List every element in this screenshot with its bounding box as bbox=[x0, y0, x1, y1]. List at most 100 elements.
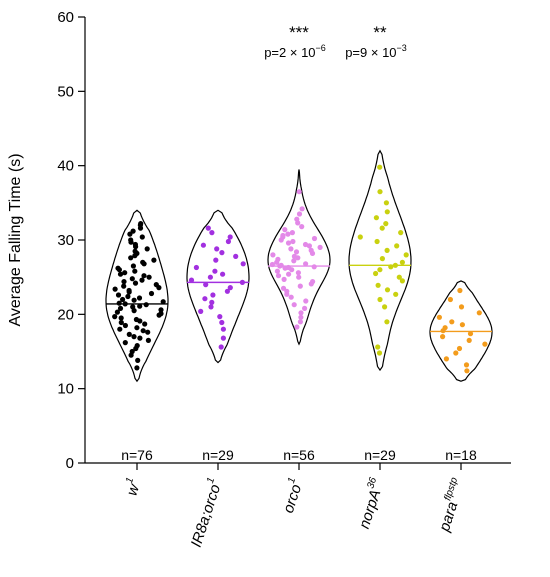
data-point bbox=[303, 261, 309, 267]
data-point bbox=[297, 319, 303, 325]
data-point bbox=[208, 304, 214, 310]
data-point bbox=[134, 325, 140, 331]
data-point bbox=[138, 221, 144, 227]
data-point bbox=[137, 335, 143, 341]
data-point bbox=[284, 288, 290, 294]
data-point bbox=[464, 368, 470, 374]
data-point bbox=[139, 234, 145, 240]
data-point bbox=[459, 322, 465, 328]
data-point bbox=[131, 334, 137, 340]
data-point bbox=[399, 278, 405, 284]
data-point bbox=[122, 340, 128, 346]
data-point bbox=[288, 246, 294, 252]
data-point bbox=[137, 303, 143, 309]
data-point bbox=[383, 221, 389, 227]
data-point bbox=[219, 319, 225, 326]
data-point bbox=[286, 271, 292, 277]
data-point bbox=[132, 280, 139, 286]
data-point bbox=[227, 285, 233, 291]
x-tick-label: w1 bbox=[121, 476, 145, 498]
x-tick-label: IR8a;orco1 bbox=[185, 476, 226, 549]
data-point bbox=[377, 189, 383, 195]
data-point bbox=[135, 357, 141, 363]
data-point bbox=[209, 299, 215, 305]
data-point bbox=[375, 282, 381, 288]
data-point bbox=[134, 343, 140, 349]
x-tick-label: paraflpstp bbox=[433, 476, 469, 535]
data-point bbox=[383, 200, 389, 206]
data-point bbox=[466, 337, 472, 343]
data-point bbox=[285, 240, 292, 246]
data-point bbox=[384, 319, 390, 325]
data-point bbox=[278, 262, 284, 268]
data-point bbox=[188, 277, 195, 283]
violin-group: n=29 bbox=[186, 209, 250, 463]
data-point bbox=[453, 350, 459, 356]
data-point bbox=[393, 291, 399, 297]
data-point bbox=[115, 265, 121, 271]
data-point bbox=[130, 228, 136, 234]
data-point bbox=[384, 209, 390, 215]
y-tick-label: 20 bbox=[57, 306, 74, 323]
violin-outline bbox=[105, 209, 169, 383]
data-point bbox=[198, 308, 204, 314]
data-point bbox=[458, 304, 465, 310]
data-point bbox=[299, 224, 305, 230]
p-value: p=9 × 10−3 bbox=[345, 43, 407, 60]
data-point bbox=[220, 335, 226, 341]
data-point bbox=[311, 264, 317, 270]
data-point bbox=[140, 259, 146, 265]
data-point bbox=[296, 189, 302, 195]
data-point bbox=[298, 310, 304, 316]
data-point bbox=[130, 304, 136, 310]
data-point bbox=[456, 345, 463, 352]
data-point bbox=[115, 292, 122, 298]
data-point bbox=[289, 230, 295, 236]
data-point bbox=[158, 311, 164, 317]
data-point bbox=[140, 328, 146, 334]
data-point bbox=[118, 315, 124, 321]
y-axis-title: Average Falling Time (s) bbox=[7, 153, 24, 326]
violin-outline bbox=[267, 169, 331, 346]
data-point bbox=[377, 267, 383, 273]
violin-outline bbox=[429, 280, 493, 382]
data-point bbox=[160, 299, 166, 305]
data-point bbox=[463, 362, 470, 368]
data-point bbox=[121, 279, 127, 285]
data-point bbox=[275, 256, 281, 262]
data-point bbox=[220, 326, 226, 332]
data-point bbox=[212, 268, 218, 274]
data-point bbox=[308, 247, 314, 253]
data-point bbox=[129, 276, 135, 282]
data-point bbox=[274, 268, 280, 274]
data-point bbox=[139, 277, 145, 283]
data-point bbox=[377, 164, 383, 170]
data-point bbox=[112, 314, 118, 320]
data-point bbox=[285, 231, 291, 237]
data-point bbox=[224, 288, 230, 294]
data-point bbox=[443, 356, 449, 362]
data-point bbox=[298, 314, 304, 320]
data-point bbox=[203, 282, 209, 288]
data-point bbox=[144, 246, 150, 252]
data-point bbox=[142, 321, 148, 327]
x-tick-label: norpA36 bbox=[353, 476, 388, 531]
significance-stars: *** bbox=[289, 23, 309, 42]
data-point bbox=[476, 310, 482, 316]
data-point bbox=[145, 337, 151, 343]
data-point bbox=[291, 302, 297, 308]
data-point bbox=[210, 292, 216, 298]
data-point bbox=[384, 287, 391, 293]
data-point bbox=[132, 248, 138, 254]
data-point bbox=[145, 329, 151, 335]
data-point bbox=[118, 319, 124, 326]
data-point bbox=[291, 253, 297, 259]
data-point bbox=[376, 350, 383, 356]
significance-annotations: ***p=2 × 10−6 **p=9 × 10−3 bbox=[264, 23, 407, 60]
data-point bbox=[281, 276, 287, 282]
y-tick-label: 30 bbox=[57, 232, 74, 249]
data-point bbox=[233, 253, 239, 259]
violin-group: n=29 bbox=[348, 149, 412, 463]
data-point bbox=[126, 331, 132, 337]
